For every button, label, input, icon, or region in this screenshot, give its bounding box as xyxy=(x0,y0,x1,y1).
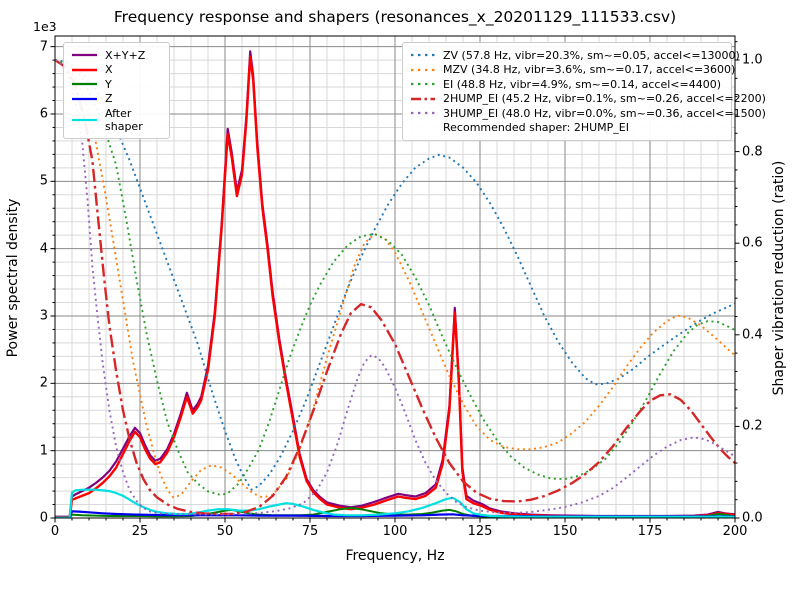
legend-item-after-shaper: After shaper xyxy=(71,107,162,133)
legend-label: 2HUMP_EI (45.2 Hz, vibr=0.1%, sm~=0.26, … xyxy=(443,92,766,105)
3hump-ei-legend-swatch xyxy=(411,111,435,115)
legend-label: Recommended shaper: 2HUMP_EI xyxy=(443,121,629,134)
y-left-tick-label: 3 xyxy=(39,308,48,324)
x-tick-label: 125 xyxy=(467,524,493,539)
ei-legend-swatch xyxy=(411,82,435,86)
zv-legend-swatch xyxy=(411,53,435,57)
legend-item-2hump-ei: 2HUMP_EI (45.2 Hz, vibr=0.1%, sm~=0.26, … xyxy=(410,92,766,105)
x-tick-label: 50 xyxy=(216,524,234,539)
legend-item-mzv: MZV (34.8 Hz, vibr=3.6%, sm~=0.17, accel… xyxy=(410,63,735,76)
z-legend-swatch xyxy=(72,97,97,100)
x-tick-label: 200 xyxy=(722,524,748,539)
y-right-axis-label: Shaper vibration reduction (ratio) xyxy=(771,160,787,396)
legend-swatch-spacer xyxy=(410,125,436,131)
x-tick-label: 75 xyxy=(301,524,319,539)
legend-label: 3HUMP_EI (48.0 Hz, vibr=0.0%, sm~=0.36, … xyxy=(443,106,766,120)
legend-item-y: Y xyxy=(71,78,162,91)
legend-label: MZV (34.8 Hz, vibr=3.6%, sm~=0.17, accel… xyxy=(443,63,736,76)
y-left-tick-label: 1 xyxy=(39,443,48,459)
series-zv-line xyxy=(55,59,735,491)
legend-psd: X+Y+Z X Y Z After shaper xyxy=(63,42,170,139)
y-left-axis-label: Power spectral density xyxy=(5,198,21,358)
legend-item-ei: EI (48.8 Hz, vibr=4.9%, sm~=0.14, accel<… xyxy=(410,78,724,91)
y-right-tick-label: 0.2 xyxy=(742,418,763,434)
y-right-tick-label: 1.0 xyxy=(742,52,763,68)
legend-item-note: Recommended shaper: 2HUMP_EI xyxy=(410,121,724,134)
series-3hump-ei-line xyxy=(55,59,735,516)
legend-label: EI (48.8 Hz, vibr=4.9%, sm~=0.14, accel<… xyxy=(443,77,721,91)
x-tick-label: 25 xyxy=(131,524,149,539)
legend-label: After shaper xyxy=(105,106,143,133)
x-plus-y-plus-z-legend-swatch xyxy=(72,53,97,57)
after-shaper-legend-swatch xyxy=(72,118,97,121)
y-right-tick-label: 0.4 xyxy=(742,327,763,343)
y-left-tick-label: 6 xyxy=(39,106,48,122)
y-left-offset-text: 1e3 xyxy=(33,19,57,34)
y-legend-swatch xyxy=(72,82,97,86)
legend-label: X+Y+Z xyxy=(105,48,146,62)
legend-shapers: ZV (57.8 Hz, vibr=20.3%, sm~=0.05, accel… xyxy=(402,42,766,141)
y-right-tick-label: 0.8 xyxy=(742,144,763,160)
series-x-line xyxy=(55,55,735,518)
x-tick-label: 0 xyxy=(50,524,60,539)
legend-item-x-plus-y-plus-z: X+Y+Z xyxy=(71,49,162,62)
y-left-tick-label: 7 xyxy=(39,39,48,55)
chart-title: Frequency response and shapers (resonanc… xyxy=(113,8,677,26)
legend-label: Z xyxy=(105,92,113,105)
mzv-legend-swatch xyxy=(411,68,435,71)
y-right-tick-label: 0.0 xyxy=(742,510,763,526)
legend-label: ZV (57.8 Hz, vibr=20.3%, sm~=0.05, accel… xyxy=(443,48,740,62)
x-tick-label: 150 xyxy=(552,524,578,539)
x-tick-label: 175 xyxy=(637,524,663,539)
y-left-tick-label: 5 xyxy=(39,173,48,189)
legend-item-3hump-ei: 3HUMP_EI (48.0 Hz, vibr=0.0%, sm~=0.36, … xyxy=(410,107,766,120)
x-tick-label: 100 xyxy=(382,524,408,539)
y-left-tick-label: 0 xyxy=(39,510,48,526)
legend-label: X xyxy=(105,63,113,76)
y-right-tick-label: 0.6 xyxy=(742,235,763,251)
legend-item-x: X xyxy=(71,63,162,76)
y-left-tick-label: 4 xyxy=(39,241,48,257)
2hump-ei-legend-swatch xyxy=(411,97,435,100)
series-after-shaper-line xyxy=(55,488,735,518)
x-axis-label: Frequency, Hz xyxy=(345,548,445,564)
y-left-tick-label: 2 xyxy=(39,375,48,391)
series-2hump-ei-line xyxy=(55,59,735,516)
legend-label: Y xyxy=(105,77,112,91)
x-legend-swatch xyxy=(72,68,97,71)
legend-item-z: Z xyxy=(71,92,162,105)
legend-item-zv: ZV (57.8 Hz, vibr=20.3%, sm~=0.05, accel… xyxy=(410,49,740,62)
series-ei-line xyxy=(55,59,735,497)
